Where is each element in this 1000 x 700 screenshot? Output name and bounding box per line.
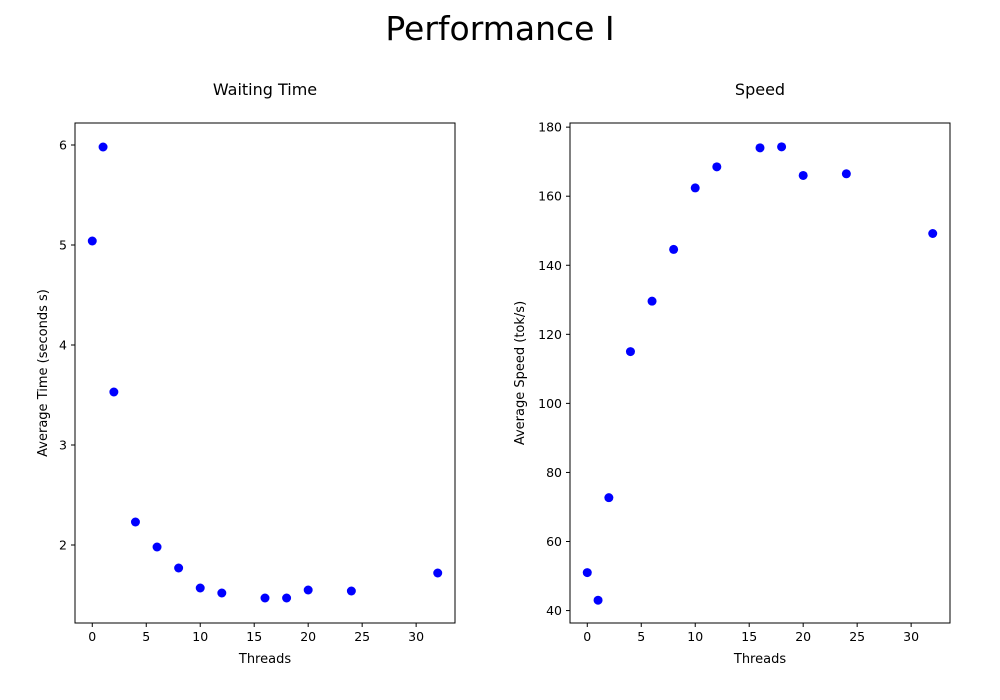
waiting-time-ylabel: Average Time (seconds s) bbox=[36, 289, 51, 457]
speed-point bbox=[755, 143, 765, 153]
speed-point bbox=[690, 183, 700, 193]
waiting-time-ytick-label: 5 bbox=[59, 238, 67, 253]
speed-point bbox=[777, 142, 787, 152]
waiting-time-ytick-label: 3 bbox=[59, 438, 67, 453]
waiting-time-xtick-label: 10 bbox=[192, 629, 208, 644]
waiting-time-xlabel: Threads bbox=[238, 652, 291, 667]
waiting-time-point bbox=[303, 585, 313, 595]
speed-xtick-label: 0 bbox=[583, 629, 591, 644]
speed-point bbox=[593, 595, 603, 605]
waiting-time-point bbox=[174, 563, 184, 573]
speed-xtick-label: 5 bbox=[637, 629, 645, 644]
waiting-time-point bbox=[152, 542, 162, 552]
waiting-time-xtick-label: 20 bbox=[300, 629, 316, 644]
waiting-time-point bbox=[260, 593, 270, 603]
waiting-time-panel: Waiting Time Threads Average Time (secon… bbox=[36, 80, 456, 667]
waiting-time-point bbox=[130, 517, 140, 527]
waiting-time-point bbox=[195, 583, 205, 593]
waiting-time-axes-frame bbox=[74, 122, 456, 624]
waiting-time-xtick-label: 0 bbox=[88, 629, 96, 644]
speed-point bbox=[582, 568, 592, 578]
speed-ytick-label: 60 bbox=[546, 534, 562, 549]
speed-point bbox=[669, 244, 679, 254]
waiting-time-point bbox=[98, 142, 108, 152]
speed-ytick-label: 120 bbox=[538, 327, 562, 342]
waiting-time-point bbox=[433, 568, 443, 578]
waiting-time-xtick-label: 30 bbox=[408, 629, 424, 644]
speed-ytick-label: 160 bbox=[538, 189, 562, 204]
speed-title: Speed bbox=[735, 80, 785, 99]
waiting-time-xtick-label: 5 bbox=[142, 629, 150, 644]
speed-ytick-label: 80 bbox=[546, 465, 562, 480]
speed-ylabel: Average Speed (tok/s) bbox=[513, 301, 528, 445]
waiting-time-xtick-label: 25 bbox=[354, 629, 370, 644]
speed-point bbox=[928, 228, 938, 238]
speed-ytick-label: 40 bbox=[546, 603, 562, 618]
speed-point bbox=[625, 347, 635, 357]
speed-xtick-label: 20 bbox=[795, 629, 811, 644]
speed-xtick-label: 30 bbox=[903, 629, 919, 644]
waiting-time-point bbox=[346, 586, 356, 596]
waiting-time-point bbox=[87, 236, 97, 246]
speed-xlabel: Threads bbox=[733, 652, 786, 667]
speed-ytick-label: 140 bbox=[538, 258, 562, 273]
figure-title: Performance I bbox=[385, 9, 614, 48]
speed-xtick-label: 15 bbox=[741, 629, 757, 644]
speed-ytick-label: 100 bbox=[538, 396, 562, 411]
speed-panel: Speed Threads Average Speed (tok/s) 0 5 10… bbox=[513, 80, 951, 667]
speed-xtick-label: 10 bbox=[687, 629, 703, 644]
speed-point bbox=[712, 162, 722, 172]
waiting-time-point bbox=[109, 387, 119, 397]
speed-ytick-label: 180 bbox=[538, 120, 562, 135]
waiting-time-ytick-label: 2 bbox=[59, 538, 67, 553]
waiting-time-ytick-label: 6 bbox=[59, 138, 67, 153]
waiting-time-title: Waiting Time bbox=[213, 80, 317, 99]
waiting-time-ytick-label: 4 bbox=[59, 338, 67, 353]
speed-point bbox=[841, 169, 851, 179]
waiting-time-point bbox=[282, 593, 292, 603]
waiting-time-point bbox=[217, 588, 227, 598]
speed-point bbox=[798, 170, 808, 180]
speed-point bbox=[647, 296, 657, 306]
speed-axes-frame bbox=[569, 122, 951, 624]
speed-xtick-label: 25 bbox=[849, 629, 865, 644]
waiting-time-xtick-label: 15 bbox=[246, 629, 262, 644]
speed-point bbox=[604, 493, 614, 503]
